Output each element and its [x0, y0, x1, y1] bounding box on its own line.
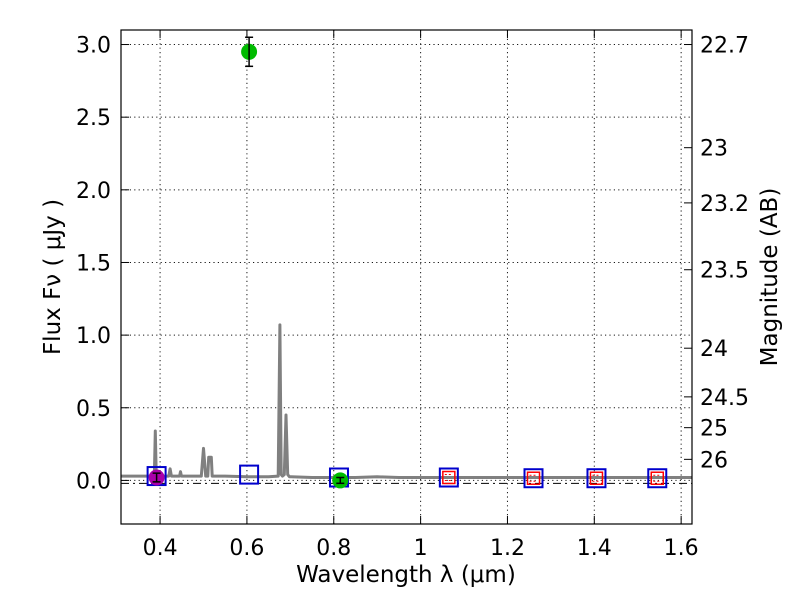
y-axis-label: Flux Fν ( μJy ) — [40, 199, 66, 355]
x-axis-label: Wavelength λ (μm) — [296, 562, 516, 588]
y-tick-label: 2.5 — [76, 106, 111, 131]
upper-limit-box — [442, 470, 456, 485]
upper-limit-box — [650, 471, 665, 485]
upper-limit-box — [589, 471, 604, 485]
y-tick-label: 1.0 — [76, 324, 111, 349]
right-tick-label: 23.2 — [700, 192, 749, 217]
right-tick-label: 22.7 — [700, 34, 749, 59]
right-tick-label: 24.5 — [700, 386, 749, 411]
y-tick-label: 1.5 — [76, 251, 111, 276]
plot-frame — [120, 29, 693, 525]
x-tick-label: 0.6 — [229, 536, 264, 561]
right-axis-label: Magnitude (AB) — [757, 188, 783, 367]
plot-background — [121, 30, 692, 524]
tick-labels: 0.4 0.6 0.8 1 1.2 1.4 1.6 0.0 0.5 1.0 1.5 2.0 2.5 3.0… — [76, 34, 749, 561]
y-tick-label: 0.0 — [76, 469, 111, 494]
model-photometry-box — [438, 467, 459, 488]
y-tick-label: 2.0 — [76, 179, 111, 204]
right-tick-label: 23.5 — [700, 259, 749, 284]
x-tick-label: 0.8 — [316, 536, 351, 561]
upper-limit-box — [526, 471, 541, 485]
model-photometry-box — [647, 468, 668, 489]
right-tick-label: 24 — [700, 337, 728, 362]
right-tick-label: 26 — [700, 448, 728, 473]
x-tick-label: 1.2 — [490, 536, 525, 561]
x-tick-label: 1.6 — [664, 536, 699, 561]
right-tick-label: 25 — [700, 417, 728, 442]
x-tick-label: 1.4 — [577, 536, 612, 561]
right-tick-label: 23 — [700, 137, 728, 162]
y-tick-label: 3.0 — [76, 34, 111, 59]
x-tick-label: 0.4 — [143, 536, 178, 561]
model-photometry-box — [523, 468, 544, 489]
model-photometry-box — [586, 468, 607, 489]
series-layer — [121, 36, 692, 489]
x-tick-label: 1 — [414, 536, 428, 561]
ticks — [121, 30, 692, 524]
model-photometry-box — [239, 464, 260, 485]
grid — [121, 30, 692, 524]
y-tick-label: 0.5 — [76, 397, 111, 422]
